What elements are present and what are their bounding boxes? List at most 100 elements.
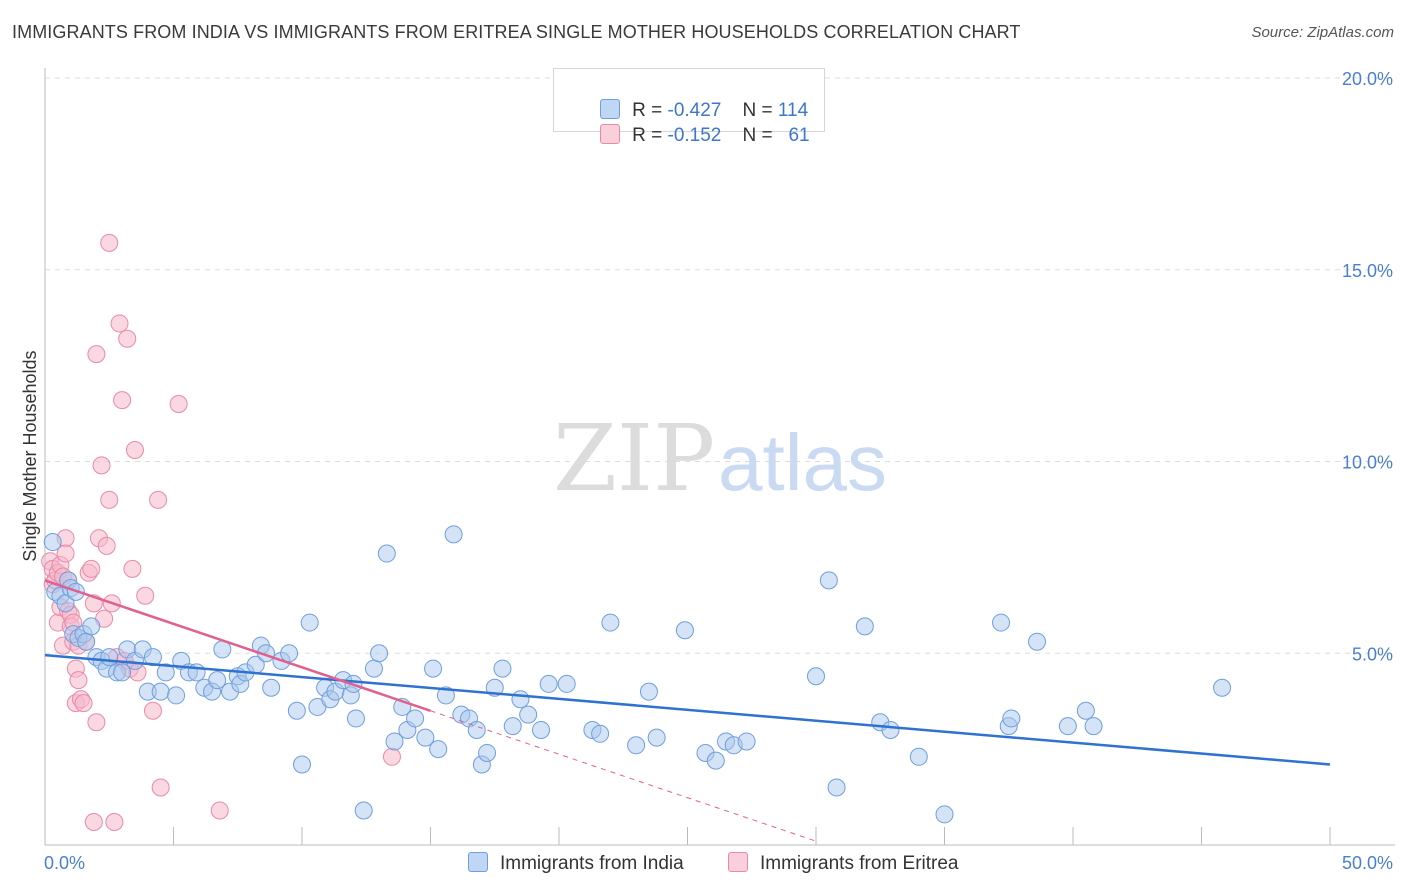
india-point <box>807 667 825 686</box>
eritrea-point <box>74 694 93 713</box>
india-point <box>156 663 175 682</box>
india-point <box>935 805 954 824</box>
bottom-legend-swatch-eritrea <box>728 852 748 872</box>
india-point <box>519 705 538 724</box>
eritrea-point <box>69 671 88 690</box>
eritrea-point <box>125 440 144 459</box>
watermark: ZIP atlas <box>553 405 887 512</box>
india-point <box>737 732 756 751</box>
india-point <box>706 751 725 770</box>
india-point <box>909 747 928 766</box>
india-point <box>424 659 443 678</box>
eritrea-point <box>97 536 116 555</box>
eritrea-point <box>149 490 168 509</box>
eritrea-point <box>82 559 101 578</box>
eritrea-point <box>113 391 132 410</box>
eritrea-point <box>143 701 162 720</box>
bottom-legend-label-india: Immigrants from India <box>500 853 684 874</box>
india-point <box>385 732 404 751</box>
tick-labels: 5.0% 10.0% 15.0% 20.0% 0.0% 50.0% <box>44 69 1393 873</box>
india-point <box>300 613 319 632</box>
india-point <box>478 743 497 762</box>
bottom-legend-eritrea: Immigrants from Eritrea <box>728 852 958 875</box>
india-point <box>167 686 186 705</box>
legend-swatch-eritrea <box>600 124 621 144</box>
axes <box>44 68 1395 846</box>
x-tick-label: 50.0% <box>1342 853 1393 873</box>
india-point <box>493 659 512 678</box>
india-point <box>364 659 383 678</box>
eritrea-points <box>41 233 401 831</box>
india-point <box>100 648 119 667</box>
india-point <box>639 682 658 701</box>
india-point <box>82 617 101 636</box>
legend-r-value-eritrea: -0.152 <box>667 125 722 146</box>
india-point <box>151 682 170 701</box>
trend-lines <box>44 579 1331 842</box>
legend-n-value-india: 114 <box>777 100 809 121</box>
india-point <box>416 728 435 747</box>
india-point <box>280 644 299 663</box>
eritrea-point <box>136 586 155 605</box>
eritrea-point <box>100 490 119 509</box>
india-point <box>647 728 666 747</box>
watermark-zip: ZIP <box>553 405 715 512</box>
watermark-atlas: atlas <box>718 418 887 507</box>
india-point <box>1002 709 1021 728</box>
y-tick-label: 15.0% <box>1342 261 1393 281</box>
india-point <box>43 533 62 552</box>
india-point <box>406 709 425 728</box>
legend-n-value-eritrea: 61 <box>788 125 810 146</box>
x-tick-label: 0.0% <box>44 853 85 873</box>
eritrea-point <box>87 345 106 364</box>
india-point <box>503 717 522 736</box>
eritrea-trend-line <box>44 579 431 712</box>
india-point <box>591 724 610 743</box>
eritrea-point <box>87 713 106 732</box>
y-axis-label: Single Mother Households <box>20 350 40 561</box>
legend-n-label-india: N = <box>742 100 778 121</box>
india-point <box>1028 632 1047 651</box>
eritrea-point <box>105 812 124 831</box>
eritrea-point <box>118 329 137 348</box>
y-tick-label: 10.0% <box>1342 453 1393 473</box>
correlation-legend: R = -0.427 N = 114 R = -0.152 N = 61 <box>553 68 825 146</box>
india-point <box>881 720 900 739</box>
eritrea-point <box>151 778 170 797</box>
eritrea-point <box>100 233 119 252</box>
india-point <box>287 701 306 720</box>
india-point <box>467 720 486 739</box>
india-point <box>293 755 311 774</box>
india-point <box>429 740 448 759</box>
bottom-legend-india: Immigrants from India <box>468 852 684 875</box>
eritrea-point <box>169 394 188 413</box>
eritrea-point <box>210 801 229 820</box>
india-point <box>1213 678 1232 697</box>
india-point <box>1076 701 1095 720</box>
legend-r-value-india: -0.427 <box>667 100 722 121</box>
india-point <box>992 613 1011 632</box>
legend-row-eritrea: R = -0.152 N = 61 <box>579 102 810 146</box>
india-point <box>539 674 558 693</box>
chart-title: IMMIGRANTS FROM INDIA VS IMMIGRANTS FROM… <box>12 22 1021 42</box>
y-tick-label: 20.0% <box>1342 69 1393 89</box>
india-point <box>675 621 694 640</box>
india-point <box>346 709 365 728</box>
bottom-legend-label-eritrea: Immigrants from Eritrea <box>760 853 959 874</box>
india-point <box>436 686 455 705</box>
india-point <box>1084 717 1103 736</box>
india-points <box>43 525 1232 824</box>
india-point <box>855 617 874 636</box>
india-point <box>601 613 620 632</box>
eritrea-point <box>123 559 142 578</box>
legend-r-label-eritrea: R = <box>632 125 668 146</box>
india-point <box>557 674 576 693</box>
eritrea-point <box>84 812 103 831</box>
bottom-legend-swatch-india <box>468 852 488 872</box>
legend-n-label-eritrea: N = <box>742 125 778 146</box>
y-tick-label: 5.0% <box>1352 644 1393 664</box>
legend-row-india: R = -0.427 N = 114 <box>579 77 808 121</box>
eritrea-point <box>92 456 111 475</box>
eritrea-point <box>56 544 75 563</box>
india-point <box>113 663 132 682</box>
